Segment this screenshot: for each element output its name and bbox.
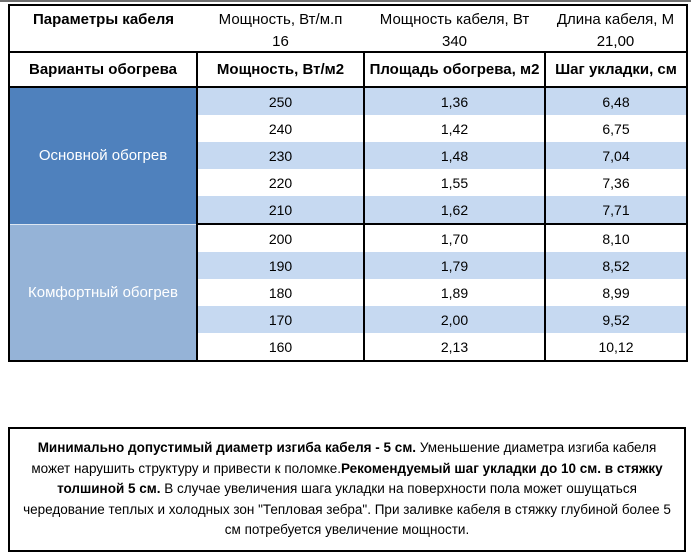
params-title: Параметры кабеля [32,11,175,28]
data-cell: 1,89 [363,279,546,306]
section-label: Основной обогрев [9,87,198,224]
variants-title: Варианты обогрева [8,51,198,88]
note-segment: В случае увеличения шага укладки на пове… [23,481,671,537]
note-segment: Уменьшение диаметра изгиба кабеля может … [31,440,657,476]
column-headers-row: Варианты обогрева Мощность, Вт/м2 Площад… [8,51,688,88]
data-cell: 230 [196,142,365,169]
heating-table-body: Основной обогрев 250 1,36 6,48 240 1,42 6,75 23… [9,87,688,361]
params-header-row: Параметры кабеля Мощность, Вт/м.п Мощнос… [9,5,687,32]
data-cell: 2,13 [363,333,546,361]
data-cell: 1,42 [363,115,546,142]
table-row: 190 1,79 8,52 [9,252,688,279]
data-cell: 8,99 [544,279,688,306]
power-per-meter-value: 16 [272,33,289,50]
data-cell: 1,48 [363,142,546,169]
data-cell: 200 [196,223,365,252]
data-cell: 210 [196,196,365,224]
data-cell: 250 [196,87,365,115]
data-cell: 7,71 [544,196,688,224]
note-bold-segment: Рекомендуемый шаг укладки до 10 см. в ст… [57,460,663,497]
data-cell: 160 [196,333,365,361]
table-row: 170 2,00 9,52 [9,306,688,333]
heating-area-header: Площадь обогрева, м2 [363,51,546,88]
table-row: 180 1,89 8,99 [9,279,688,306]
data-cell: 6,48 [544,87,688,115]
table-row: Основной обогрев 250 1,36 6,48 [9,87,688,224]
table-row: 230 1,48 7,04 [9,142,688,169]
data-cell: 240 [196,115,365,142]
table-row: 240 1,42 6,75 [9,115,688,142]
power-density-header: Мощность, Вт/м2 [196,51,365,88]
params-values-row: 16 340 21,00 [9,32,687,52]
data-cell: 1,79 [363,252,546,279]
data-cell: 190 [196,252,365,279]
image-top-edge [0,0,691,2]
data-cell: 220 [196,169,365,196]
cable-power-label: Мощность кабеля, Вт [379,10,530,28]
data-cell: 170 [196,306,365,333]
note-bold-segment: Минимально допустимый диаметр изгиба каб… [37,440,417,455]
table-row: 160 2,13 10,12 [9,333,688,361]
spacing-header: Шаг укладки, см [544,51,688,88]
data-cell: 9,52 [544,306,688,333]
data-cell: 7,04 [544,142,688,169]
data-cell: 1,55 [363,169,546,196]
data-cell: 1,62 [363,196,546,224]
data-cell: 6,75 [544,115,688,142]
cable-length-value: 21,00 [596,33,635,50]
data-cell: 8,10 [544,223,688,252]
data-cell: 1,70 [363,223,546,252]
cable-length-label: Длина кабеля, М [556,10,675,28]
section-label: Комфортный обогрев [9,223,198,361]
data-cell: 2,00 [363,306,546,333]
data-cell: 180 [196,279,365,306]
data-cell: 1,36 [363,87,546,115]
data-cell: 8,52 [544,252,688,279]
data-cell: 7,36 [544,169,688,196]
cable-power-value: 340 [441,33,468,50]
table-row: Комфортный обогрев 200 1,70 8,10 [9,223,688,361]
table-row: 210 1,62 7,71 [9,196,688,224]
table-row: 220 1,55 7,36 [9,169,688,196]
power-per-meter-label: Мощность, Вт/м.п [218,10,343,28]
cable-parameters-table: Параметры кабеля Мощность, Вт/м.п Мощнос… [8,4,688,362]
data-cell: 10,12 [544,333,688,361]
cable-note: Минимально допустимый диаметр изгиба каб… [8,427,686,552]
